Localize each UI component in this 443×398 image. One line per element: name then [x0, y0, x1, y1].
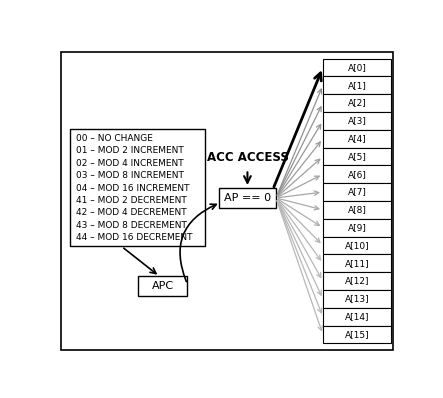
Text: A[8]: A[8]: [348, 205, 367, 215]
Text: AP == 0: AP == 0: [224, 193, 271, 203]
Bar: [323, 112, 392, 130]
Bar: [323, 201, 392, 219]
Text: 03 – MOD 8 INCREMENT: 03 – MOD 8 INCREMENT: [76, 171, 183, 180]
Text: APC: APC: [152, 281, 174, 291]
Text: A[6]: A[6]: [348, 170, 367, 179]
Bar: [323, 290, 392, 308]
Text: A[10]: A[10]: [345, 241, 369, 250]
Text: 04 – MOD 16 INCREMENT: 04 – MOD 16 INCREMENT: [76, 183, 189, 193]
Text: A[9]: A[9]: [348, 223, 367, 232]
Bar: [323, 130, 392, 148]
Bar: [70, 129, 205, 246]
Bar: [323, 272, 392, 290]
Text: A[15]: A[15]: [345, 330, 369, 339]
Bar: [323, 236, 392, 254]
Bar: [323, 166, 392, 183]
Text: 44 – MOD 16 DECREMENT: 44 – MOD 16 DECREMENT: [76, 233, 192, 242]
Bar: [323, 326, 392, 343]
Bar: [323, 219, 392, 236]
Bar: [323, 308, 392, 326]
Text: 41 – MOD 2 DECREMENT: 41 – MOD 2 DECREMENT: [76, 196, 187, 205]
Bar: [323, 254, 392, 272]
Text: A[7]: A[7]: [348, 187, 367, 197]
Text: 42 – MOD 4 DECREMENT: 42 – MOD 4 DECREMENT: [76, 209, 187, 217]
Text: A[14]: A[14]: [345, 312, 369, 321]
Text: A[12]: A[12]: [345, 277, 369, 286]
Bar: [323, 76, 392, 94]
Bar: [219, 188, 276, 208]
Text: A[2]: A[2]: [348, 99, 366, 107]
Text: A[5]: A[5]: [348, 152, 367, 161]
Bar: [323, 59, 392, 76]
Text: 00 – NO CHANGE: 00 – NO CHANGE: [76, 134, 152, 143]
Text: A[13]: A[13]: [345, 295, 369, 303]
Text: 02 – MOD 4 INCREMENT: 02 – MOD 4 INCREMENT: [76, 159, 183, 168]
Bar: [323, 148, 392, 166]
Bar: [323, 94, 392, 112]
Text: ACC ACCESS: ACC ACCESS: [206, 151, 288, 164]
Text: 01 – MOD 2 INCREMENT: 01 – MOD 2 INCREMENT: [76, 146, 183, 155]
Text: A[0]: A[0]: [348, 63, 367, 72]
Text: A[1]: A[1]: [348, 81, 367, 90]
Text: A[3]: A[3]: [348, 116, 367, 125]
Text: A[4]: A[4]: [348, 134, 366, 143]
Bar: [323, 183, 392, 201]
Text: A[11]: A[11]: [345, 259, 369, 268]
Text: 43 – MOD 8 DECREMENT: 43 – MOD 8 DECREMENT: [76, 221, 187, 230]
Bar: [138, 277, 187, 297]
